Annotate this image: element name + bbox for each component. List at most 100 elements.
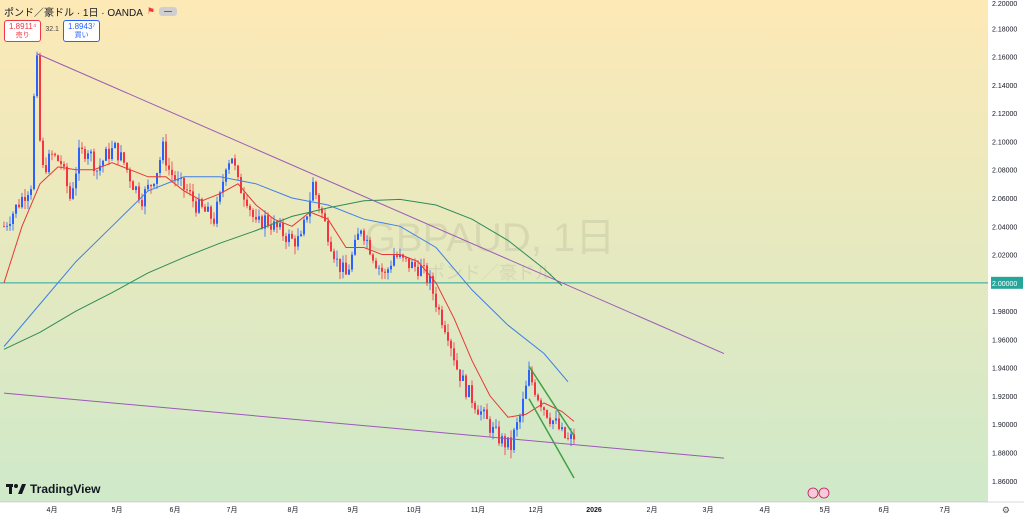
gear-icon[interactable]: ⚙: [1001, 505, 1010, 515]
candle[interactable]: [477, 405, 479, 415]
candle[interactable]: [345, 254, 347, 275]
candle[interactable]: [126, 162, 128, 173]
candle[interactable]: [147, 179, 149, 192]
candle[interactable]: [282, 218, 284, 241]
candle[interactable]: [303, 216, 305, 237]
candle[interactable]: [201, 197, 203, 209]
candle[interactable]: [342, 255, 344, 279]
candle[interactable]: [357, 227, 359, 240]
candle[interactable]: [558, 413, 560, 431]
candle[interactable]: [231, 158, 233, 164]
candle[interactable]: [27, 191, 29, 210]
candle[interactable]: [225, 168, 227, 186]
candle[interactable]: [246, 195, 248, 209]
tradingview-logo[interactable]: TradingView: [6, 482, 100, 496]
sell-button[interactable]: 1.8911⁴ 売り: [4, 20, 42, 42]
candle[interactable]: [528, 361, 530, 387]
candle[interactable]: [465, 373, 467, 400]
candle[interactable]: [441, 305, 443, 329]
candle[interactable]: [117, 142, 119, 165]
candle[interactable]: [15, 204, 17, 218]
candle[interactable]: [444, 320, 446, 335]
candle[interactable]: [363, 228, 365, 246]
candle[interactable]: [144, 186, 146, 215]
candle[interactable]: [507, 437, 509, 451]
channel-bottom[interactable]: [528, 398, 575, 479]
candle[interactable]: [159, 156, 161, 178]
candle[interactable]: [390, 260, 392, 273]
candle[interactable]: [198, 193, 200, 214]
collapse-pill-icon[interactable]: [158, 6, 177, 16]
candle[interactable]: [222, 174, 224, 198]
candle[interactable]: [87, 149, 89, 165]
candle[interactable]: [261, 214, 263, 230]
candle[interactable]: [351, 251, 353, 273]
candle[interactable]: [234, 154, 236, 171]
candle[interactable]: [381, 263, 383, 280]
candle[interactable]: [21, 192, 23, 209]
candle[interactable]: [291, 230, 293, 240]
candle[interactable]: [399, 248, 401, 259]
candle[interactable]: [426, 262, 428, 286]
candle[interactable]: [228, 159, 230, 174]
candle[interactable]: [369, 236, 371, 256]
candle[interactable]: [84, 146, 86, 162]
candle[interactable]: [372, 253, 374, 264]
candle[interactable]: [516, 417, 518, 437]
candle[interactable]: [150, 184, 152, 194]
candle[interactable]: [156, 172, 158, 189]
candle[interactable]: [480, 405, 482, 421]
candle[interactable]: [393, 247, 395, 267]
event-marker-icon[interactable]: [818, 487, 830, 499]
candle[interactable]: [240, 173, 242, 194]
candle[interactable]: [366, 235, 368, 249]
candle[interactable]: [165, 133, 167, 172]
candle[interactable]: [378, 265, 380, 276]
candle[interactable]: [549, 412, 551, 427]
candle[interactable]: [153, 183, 155, 188]
candle[interactable]: [522, 391, 524, 423]
candle[interactable]: [573, 428, 575, 445]
candle[interactable]: [255, 208, 257, 223]
candle[interactable]: [438, 304, 440, 315]
candle[interactable]: [420, 258, 422, 277]
candle[interactable]: [552, 419, 554, 430]
candle[interactable]: [195, 198, 197, 217]
candle[interactable]: [210, 205, 212, 225]
candle[interactable]: [123, 151, 125, 166]
candle[interactable]: [42, 137, 44, 169]
candle[interactable]: [453, 342, 455, 366]
candle[interactable]: [3, 221, 5, 228]
candle[interactable]: [93, 148, 95, 176]
candle[interactable]: [309, 192, 311, 224]
candle[interactable]: [216, 196, 218, 228]
candle[interactable]: [45, 157, 47, 175]
candle[interactable]: [486, 403, 488, 420]
candle[interactable]: [384, 268, 386, 280]
candle[interactable]: [501, 433, 503, 447]
trendline-lower[interactable]: [3, 392, 725, 459]
candle[interactable]: [189, 183, 191, 196]
candle[interactable]: [462, 369, 464, 382]
candle[interactable]: [333, 248, 335, 263]
candle[interactable]: [408, 258, 410, 272]
candle[interactable]: [177, 171, 179, 186]
candle[interactable]: [57, 154, 59, 162]
candle[interactable]: [237, 164, 239, 181]
candle[interactable]: [36, 51, 38, 99]
candle[interactable]: [132, 179, 134, 191]
candle[interactable]: [468, 385, 470, 398]
candle[interactable]: [285, 232, 287, 250]
candle[interactable]: [435, 286, 437, 313]
candle[interactable]: [90, 149, 92, 162]
candle[interactable]: [561, 422, 563, 432]
candle[interactable]: [6, 222, 8, 231]
candle[interactable]: [129, 167, 131, 189]
candle[interactable]: [564, 426, 566, 440]
candle[interactable]: [471, 380, 473, 409]
candle[interactable]: [492, 421, 494, 440]
candle[interactable]: [207, 202, 209, 212]
candle[interactable]: [63, 161, 65, 171]
channel-top[interactable]: [528, 365, 575, 436]
candle[interactable]: [54, 152, 56, 158]
